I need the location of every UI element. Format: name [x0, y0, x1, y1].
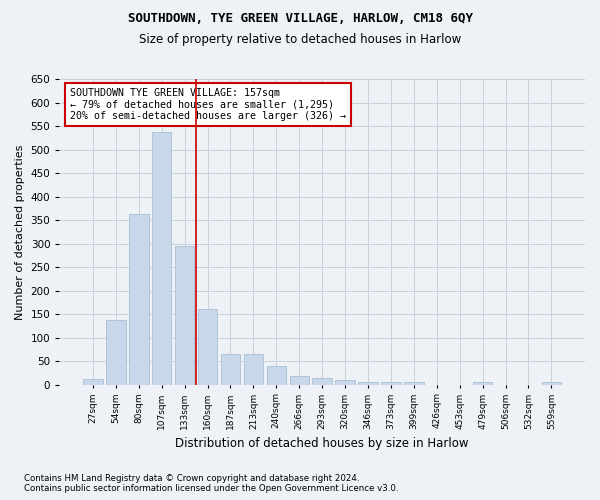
Bar — [381, 382, 401, 384]
X-axis label: Distribution of detached houses by size in Harlow: Distribution of detached houses by size … — [175, 437, 469, 450]
Bar — [266, 366, 286, 384]
Bar — [542, 382, 561, 384]
Text: Contains public sector information licensed under the Open Government Licence v3: Contains public sector information licen… — [24, 484, 398, 493]
Bar — [358, 382, 378, 384]
Bar — [335, 380, 355, 384]
Bar — [83, 379, 103, 384]
Bar — [290, 376, 309, 384]
Y-axis label: Number of detached properties: Number of detached properties — [15, 144, 25, 320]
Bar — [404, 382, 424, 384]
Bar — [106, 320, 125, 384]
Bar — [221, 354, 240, 384]
Bar — [473, 382, 493, 384]
Bar — [152, 132, 172, 384]
Text: SOUTHDOWN, TYE GREEN VILLAGE, HARLOW, CM18 6QY: SOUTHDOWN, TYE GREEN VILLAGE, HARLOW, CM… — [128, 12, 473, 26]
Text: SOUTHDOWN TYE GREEN VILLAGE: 157sqm
← 79% of detached houses are smaller (1,295): SOUTHDOWN TYE GREEN VILLAGE: 157sqm ← 79… — [70, 88, 346, 122]
Bar — [129, 214, 149, 384]
Text: Size of property relative to detached houses in Harlow: Size of property relative to detached ho… — [139, 32, 461, 46]
Text: Contains HM Land Registry data © Crown copyright and database right 2024.: Contains HM Land Registry data © Crown c… — [24, 474, 359, 483]
Bar — [198, 310, 217, 384]
Bar — [313, 378, 332, 384]
Bar — [175, 246, 194, 384]
Bar — [244, 354, 263, 384]
